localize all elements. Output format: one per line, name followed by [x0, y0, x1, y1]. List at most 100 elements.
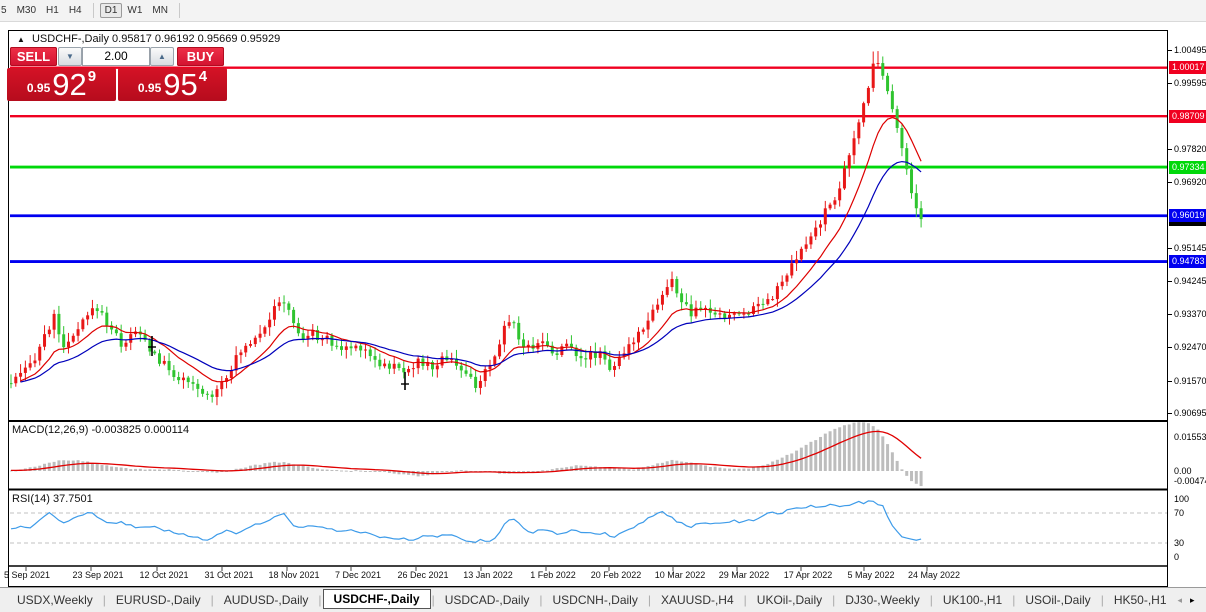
symbol-title: USDCHF-,Daily [31, 33, 109, 45]
date-tick-label: 5 May 2022 [847, 570, 895, 580]
price-tick-mark [1168, 182, 1172, 184]
sell-button[interactable]: SELL [10, 47, 57, 66]
date-tick-label: 24 May 2022 [907, 570, 961, 580]
tab-separator: | [1100, 593, 1104, 607]
date-tick-label: 29 Mar 2022 [718, 570, 770, 580]
date-tick-label: 5 Sep 2021 [3, 570, 51, 580]
timeframe-toolbar: 5 M30 H1 H4 D1 W1 MN [0, 0, 1206, 22]
timeframe-button-h4[interactable]: H4 [68, 5, 82, 16]
price-tick-mark [1168, 281, 1172, 283]
ohlc-values: 0.95817 0.96192 0.95669 0.95929 [112, 33, 281, 45]
buy-price-prefix: 0.95 [137, 81, 162, 95]
price-axis: 1.00495 0.99595 0.97820 0.96920 0.95145 0.942… [1168, 30, 1206, 587]
chart-tab-eurusd-daily[interactable]: EURUSD-,Daily [115, 593, 201, 607]
macd-scale-label: 0.015534 [1174, 432, 1206, 442]
price-tick-mark [1168, 380, 1172, 382]
rsi-scale-label: 100 [1174, 494, 1190, 504]
rsi-scale-label: 70 [1174, 508, 1185, 518]
tab-scroll-right-icon[interactable]: ▸ [1190, 594, 1195, 605]
chart-tab-usdx-weekly[interactable]: USDX,Weekly [17, 593, 93, 607]
toolbar-separator [178, 3, 180, 18]
timeframe-button-h1[interactable]: H1 [46, 5, 59, 16]
price-tick-label: 0.99595 [1174, 78, 1206, 89]
date-tick-label: 1 Feb 2022 [530, 570, 576, 580]
date-tick-label: 18 Nov 2021 [268, 570, 320, 580]
macd-label: MACD(12,26,9) -0.003825 0.000114 [12, 424, 190, 436]
chart-tab-usdchf-daily[interactable]: USDCHF-,Daily [322, 589, 431, 609]
tab-separator: | [539, 593, 543, 607]
price-tick-label: 1.00495 [1174, 45, 1206, 55]
sell-price-box[interactable]: 0.95 92 9 [7, 68, 116, 101]
price-tick-label: 0.94245 [1174, 276, 1206, 287]
tab-separator: | [929, 593, 933, 607]
sell-price-big: 92 [52, 67, 87, 102]
date-tick-label: 7 Dec 2021 [334, 570, 382, 580]
tab-separator: | [431, 593, 435, 607]
chart-tab-usdcad-daily[interactable]: USDCAD-,Daily [444, 593, 530, 607]
price-tick-mark [1168, 83, 1172, 85]
volume-decrement-button[interactable]: ▼ [58, 47, 82, 66]
chart-tab-ukoil-daily[interactable]: UKOil-,Daily [756, 593, 823, 607]
date-tick-label: 26 Dec 2021 [397, 570, 449, 580]
volume-input[interactable]: 2.00 [82, 47, 150, 66]
level-price-badge: 0.96019 [1169, 209, 1206, 223]
buy-price-pip: 4 [198, 68, 208, 85]
price-tick-mark [1168, 313, 1172, 315]
chart-tab-xauusd-h4[interactable]: XAUUSD-,H4 [660, 593, 734, 607]
collapse-triangle-icon[interactable]: ▲ [17, 35, 25, 44]
tab-separator: | [210, 593, 214, 607]
chart-tab-dj30-weekly[interactable]: DJ30-,Weekly [845, 593, 920, 607]
price-tick-label: 0.95145 [1174, 243, 1206, 254]
tab-separator: | [1012, 593, 1016, 607]
timeframe-button-w1[interactable]: W1 [127, 5, 143, 16]
chart-tab-bar: USDX,Weekly | EURUSD-,Daily | AUDUSD-,Daily |… [0, 587, 1206, 612]
tab-separator: | [647, 593, 651, 607]
timeframe-button-mn[interactable]: MN [152, 5, 168, 16]
macd-scale-label: 0.00 [1174, 466, 1192, 476]
timeframe-button-d1[interactable]: D1 [99, 3, 123, 18]
price-tick-mark [1168, 50, 1172, 51]
timeframe-button-m30[interactable]: M30 [16, 5, 37, 16]
chart-tab-usdcnh-daily[interactable]: USDCNH-,Daily [552, 593, 638, 607]
rsi-scale-label: 30 [1174, 538, 1185, 548]
price-tick-label: 0.92470 [1174, 342, 1206, 353]
price-tick-label: 0.96920 [1174, 177, 1206, 188]
date-tick-label: 12 Oct 2021 [139, 570, 189, 580]
tab-separator: | [102, 593, 106, 607]
date-tick-label: 23 Sep 2021 [72, 570, 124, 580]
level-price-badge: 0.98709 [1169, 109, 1206, 123]
date-tick-label: 31 Oct 2021 [204, 570, 254, 580]
level-price-badge: 0.94783 [1169, 255, 1206, 269]
date-tick-label: 10 Mar 2022 [654, 570, 706, 580]
level-price-badge: 0.97334 [1169, 160, 1206, 174]
timeframe-button-5[interactable]: 5 [1, 5, 7, 16]
buy-price-big: 95 [163, 67, 198, 102]
price-tick-mark [1168, 248, 1172, 250]
tab-scroll-left-icon[interactable]: ◂ [1177, 594, 1183, 605]
tab-separator: | [743, 593, 747, 607]
rsi-label: RSI(14) 37.7501 [12, 493, 93, 505]
buy-price-box[interactable]: 0.95 95 4 [118, 68, 227, 101]
candlestick-chart-canvas[interactable] [9, 31, 1167, 586]
price-tick-mark [1168, 412, 1172, 414]
price-tick-label: 0.97820 [1174, 144, 1206, 155]
price-tick-mark [1168, 347, 1172, 349]
price-tick-mark [1168, 149, 1172, 151]
level-price-badge: 1.00017 [1169, 61, 1206, 75]
chart-tab-uk100-h1[interactable]: UK100-,H1 [942, 593, 1003, 607]
chart-tab-hk50-h1[interactable]: HK50-,H1 [1113, 593, 1167, 607]
chart-tab-audusd-daily[interactable]: AUDUSD-,Daily [223, 593, 309, 607]
price-tick-label: 0.90695 [1174, 407, 1206, 418]
volume-increment-button[interactable]: ▲ [150, 47, 174, 66]
chart-tab-usoil-daily[interactable]: USOil-,Daily [1025, 593, 1091, 607]
sell-price-pip: 9 [87, 68, 97, 85]
macd-scale-label: -0.00474 [1174, 476, 1206, 486]
buy-button[interactable]: BUY [177, 47, 224, 66]
chart-header: ▲ USDCHF-,Daily 0.95817 0.96192 0.95669 … [17, 33, 280, 45]
date-tick-label: 17 Apr 2022 [783, 570, 833, 580]
date-tick-label: 13 Jan 2022 [463, 570, 513, 580]
price-tick-label: 0.93370 [1174, 308, 1206, 319]
sell-price-prefix: 0.95 [26, 81, 51, 95]
tab-separator: | [318, 593, 322, 607]
